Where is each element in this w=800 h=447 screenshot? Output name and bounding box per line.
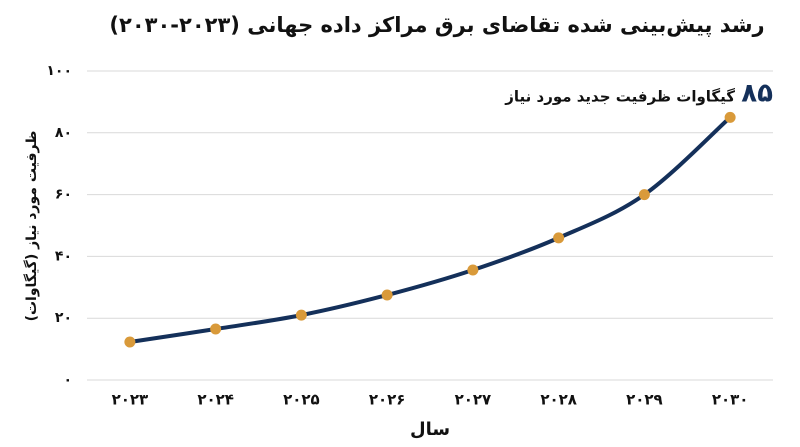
y-tick-label: ۶۰: [55, 187, 72, 203]
y-tick-label: ۴۰: [55, 248, 72, 264]
y-tick-label: ۲۰: [55, 310, 72, 326]
x-tick-label: ۲۰۲۸: [540, 391, 577, 409]
x-axis-label: سال: [410, 419, 450, 440]
marker: [638, 189, 650, 201]
x-tick-label: ۲۰۲۶: [369, 391, 406, 409]
y-tick-label: ۰: [63, 372, 72, 388]
x-tick-label: ۲۰۲۴: [197, 391, 234, 409]
marker: [295, 309, 307, 321]
marker: [124, 336, 136, 348]
y-axis-label: ظرفیت مورد نیاز (گیگاوات): [23, 131, 40, 322]
annotation-value: ۸۵: [741, 79, 773, 109]
x-tick-label: ۲۰۲۵: [283, 391, 320, 409]
marker: [553, 232, 565, 244]
y-tick-label: ۱۰۰: [46, 63, 72, 79]
marker: [467, 264, 479, 276]
annotation-text: گیگاوات ظرفیت جدید مورد نیاز: [504, 88, 735, 106]
x-tick-label: ۲۰۲۷: [455, 391, 492, 409]
marker: [210, 323, 222, 335]
y-tick-label: ۸۰: [55, 125, 72, 141]
chart-title: رشد پیش‌بینی شده تقاضای برق مراکز داده ج…: [109, 13, 764, 37]
x-tick-label: ۲۰۲۹: [626, 391, 663, 409]
marker: [724, 111, 736, 123]
line: [127, 115, 733, 344]
x-tick-label: ۲۰۳۰: [712, 391, 749, 409]
x-tick-label: ۲۰۲۳: [112, 391, 149, 409]
marker: [381, 289, 393, 301]
